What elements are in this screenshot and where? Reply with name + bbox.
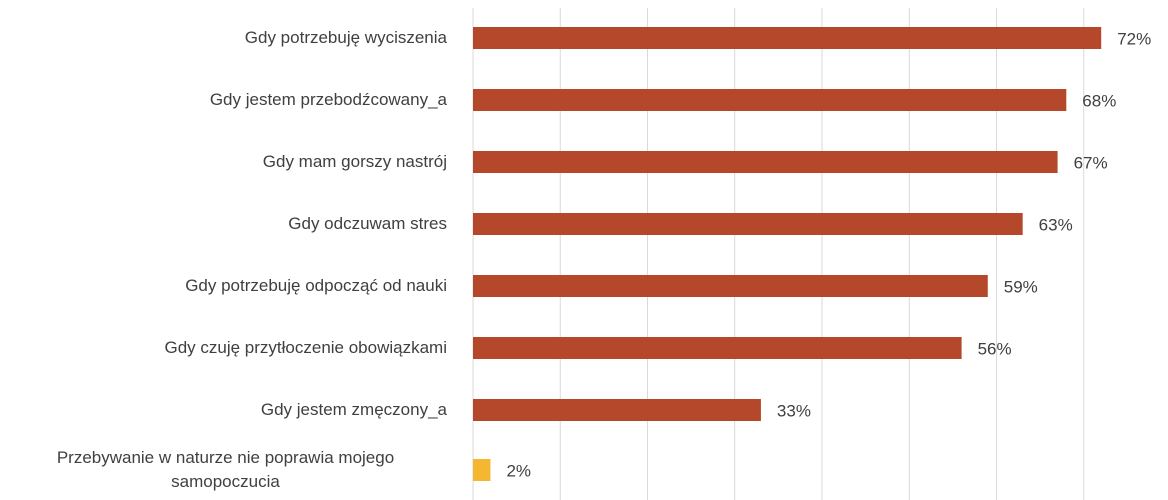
value-label: 2% [506, 461, 531, 480]
value-label: 68% [1082, 91, 1116, 110]
bar [473, 399, 761, 421]
bar [473, 459, 491, 481]
category-label: Gdy odczuwam stres [288, 214, 447, 233]
value-label: 59% [1004, 277, 1038, 296]
value-label: 67% [1074, 153, 1108, 172]
bar [473, 275, 988, 297]
category-label: Przebywanie w naturze nie poprawia mojeg… [56, 448, 395, 491]
category-label: Gdy jestem przebodźcowany_a [209, 90, 447, 109]
bar [473, 89, 1067, 111]
value-label: 63% [1039, 215, 1073, 234]
category-label: Gdy czuję przytłoczenie obowiązkami [164, 338, 447, 357]
category-label: Gdy mam gorszy nastrój [262, 152, 447, 171]
bar [473, 213, 1023, 235]
category-label: Gdy potrzebuję wyciszenia [244, 28, 447, 47]
bar [473, 337, 962, 359]
category-label: Gdy potrzebuję odpocząć od nauki [185, 276, 447, 295]
bar [473, 27, 1102, 49]
value-label: 72% [1117, 29, 1151, 48]
bar [473, 151, 1058, 173]
value-label: 56% [978, 339, 1012, 358]
value-label: 33% [777, 401, 811, 420]
category-label: Gdy jestem zmęczony_a [260, 400, 447, 419]
